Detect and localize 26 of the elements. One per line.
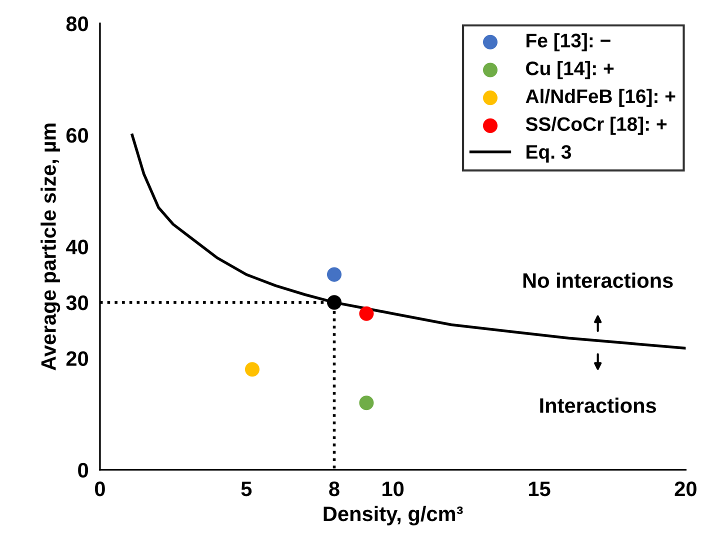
x-tick-label: 20 <box>674 481 696 496</box>
y-tick-label: 0 <box>78 462 88 478</box>
point <box>359 396 374 410</box>
annotation: No interactions <box>523 272 673 288</box>
y-tick-label: 40 <box>66 240 88 254</box>
point <box>359 306 374 321</box>
x-tick-label: 0 <box>95 481 105 496</box>
x-axis-title: Density, g/cm³ <box>324 506 463 526</box>
y-axis-title: Average particle size, µm <box>40 124 60 370</box>
y-tick-label: 80 <box>66 16 88 32</box>
legend-label: SS/CoCr [18]: + <box>526 116 667 135</box>
legend-label: Fe [13]: − <box>526 33 610 52</box>
x-tick-label: 8 <box>329 481 340 496</box>
annotation: Interactions <box>540 398 656 413</box>
y-tick-label: 60 <box>66 128 88 143</box>
legend-label: Cu [14]: + <box>526 61 614 80</box>
point <box>326 267 342 282</box>
point <box>326 295 342 310</box>
x-tick-label: 10 <box>382 481 404 496</box>
y-tick-label: 30 <box>66 295 88 310</box>
y-tick-label: 20 <box>66 351 88 366</box>
x-tick-label: 15 <box>528 482 550 496</box>
legend-label: Al/NdFeB [16]: + <box>526 88 676 107</box>
x-tick-label: 5 <box>241 482 252 496</box>
point <box>244 362 260 377</box>
legend-label: Eq. 3 <box>526 145 572 163</box>
